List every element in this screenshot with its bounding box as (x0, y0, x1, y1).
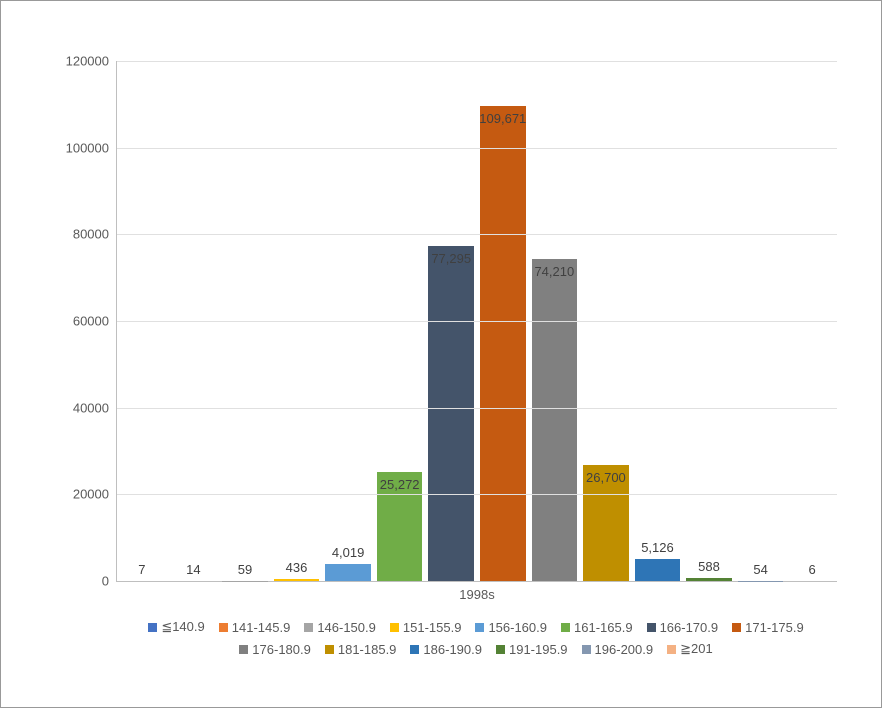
legend-swatch (582, 645, 591, 654)
legend-label: 191-195.9 (509, 642, 568, 657)
legend-item: 166-170.9 (647, 619, 719, 635)
legend-swatch (561, 623, 570, 632)
bar-data-label: 6 (787, 562, 837, 577)
bar-data-label: 14 (169, 562, 219, 577)
legend-item: ≧201 (667, 641, 713, 657)
legend-label: 181-185.9 (338, 642, 397, 657)
legend-item: 171-175.9 (732, 619, 804, 635)
y-tick-label: 40000 (73, 400, 117, 415)
bar (325, 564, 371, 581)
legend-swatch (647, 623, 656, 632)
bar-data-label: 74,210 (530, 264, 580, 279)
bar-data-label: 25,272 (375, 477, 425, 492)
y-tick-label: 120000 (66, 54, 117, 69)
bar (480, 106, 526, 581)
bar (428, 246, 474, 581)
legend-label: 161-165.9 (574, 620, 633, 635)
legend-label: ≧201 (680, 641, 713, 657)
y-tick-label: 20000 (73, 487, 117, 502)
legend-item: 146-150.9 (304, 619, 376, 635)
gridline (117, 494, 837, 495)
legend-item: 141-145.9 (219, 619, 291, 635)
legend-swatch (239, 645, 248, 654)
bar-data-label: 59 (220, 562, 270, 577)
y-tick-label: 60000 (73, 314, 117, 329)
bar (532, 259, 578, 581)
legend-item: 156-160.9 (475, 619, 547, 635)
gridline (117, 234, 837, 235)
legend-label: 141-145.9 (232, 620, 291, 635)
legend-swatch (410, 645, 419, 654)
bar-data-label: 109,671 (478, 111, 528, 126)
legend-swatch (732, 623, 741, 632)
bar-data-label: 77,295 (426, 251, 476, 266)
bar-data-label: 7 (117, 562, 167, 577)
legend-swatch (667, 645, 676, 654)
gridline (117, 148, 837, 149)
legend-label: 151-155.9 (403, 620, 462, 635)
legend-item: 161-165.9 (561, 619, 633, 635)
legend-item: 176-180.9 (239, 641, 311, 657)
bar-data-label: 588 (684, 559, 734, 574)
legend-swatch (496, 645, 505, 654)
x-category-label: 1998s (117, 581, 837, 602)
legend-swatch (148, 623, 157, 632)
chart-container: 714594364,019 25,272 77,295 109,671 74,210 26… (0, 0, 882, 708)
bar-data-label: 54 (736, 562, 786, 577)
legend-item: 196-200.9 (582, 641, 654, 657)
legend-label: 176-180.9 (252, 642, 311, 657)
y-tick-label: 80000 (73, 227, 117, 242)
legend-swatch (475, 623, 484, 632)
gridline (117, 408, 837, 409)
legend-label: 156-160.9 (488, 620, 547, 635)
legend-label: 186-190.9 (423, 642, 482, 657)
legend-item: 181-185.9 (325, 641, 397, 657)
legend-label: ≦140.9 (161, 619, 204, 635)
legend-swatch (325, 645, 334, 654)
bar-data-label: 4,019 (323, 545, 373, 560)
legend-label: 166-170.9 (660, 620, 719, 635)
legend-label: 146-150.9 (317, 620, 376, 635)
legend-item: 151-155.9 (390, 619, 462, 635)
gridline (117, 61, 837, 62)
legend: ≦140.9 141-145.9 146-150.9 151-155.9 156-160… (116, 619, 836, 657)
legend-swatch (219, 623, 228, 632)
legend-item: 186-190.9 (410, 641, 482, 657)
legend-item: 191-195.9 (496, 641, 568, 657)
gridline (117, 321, 837, 322)
legend-label: 196-200.9 (595, 642, 654, 657)
legend-swatch (390, 623, 399, 632)
bar-data-label: 26,700 (581, 470, 631, 485)
bar-data-label: 436 (272, 560, 322, 575)
y-tick-label: 0 (102, 574, 117, 589)
bar (635, 559, 681, 581)
bar-data-label: 5,126 (633, 540, 683, 555)
legend-item: ≦140.9 (148, 619, 204, 635)
plot-area: 714594364,019 25,272 77,295 109,671 74,210 26… (116, 61, 837, 582)
legend-label: 171-175.9 (745, 620, 804, 635)
legend-swatch (304, 623, 313, 632)
y-tick-label: 100000 (66, 140, 117, 155)
